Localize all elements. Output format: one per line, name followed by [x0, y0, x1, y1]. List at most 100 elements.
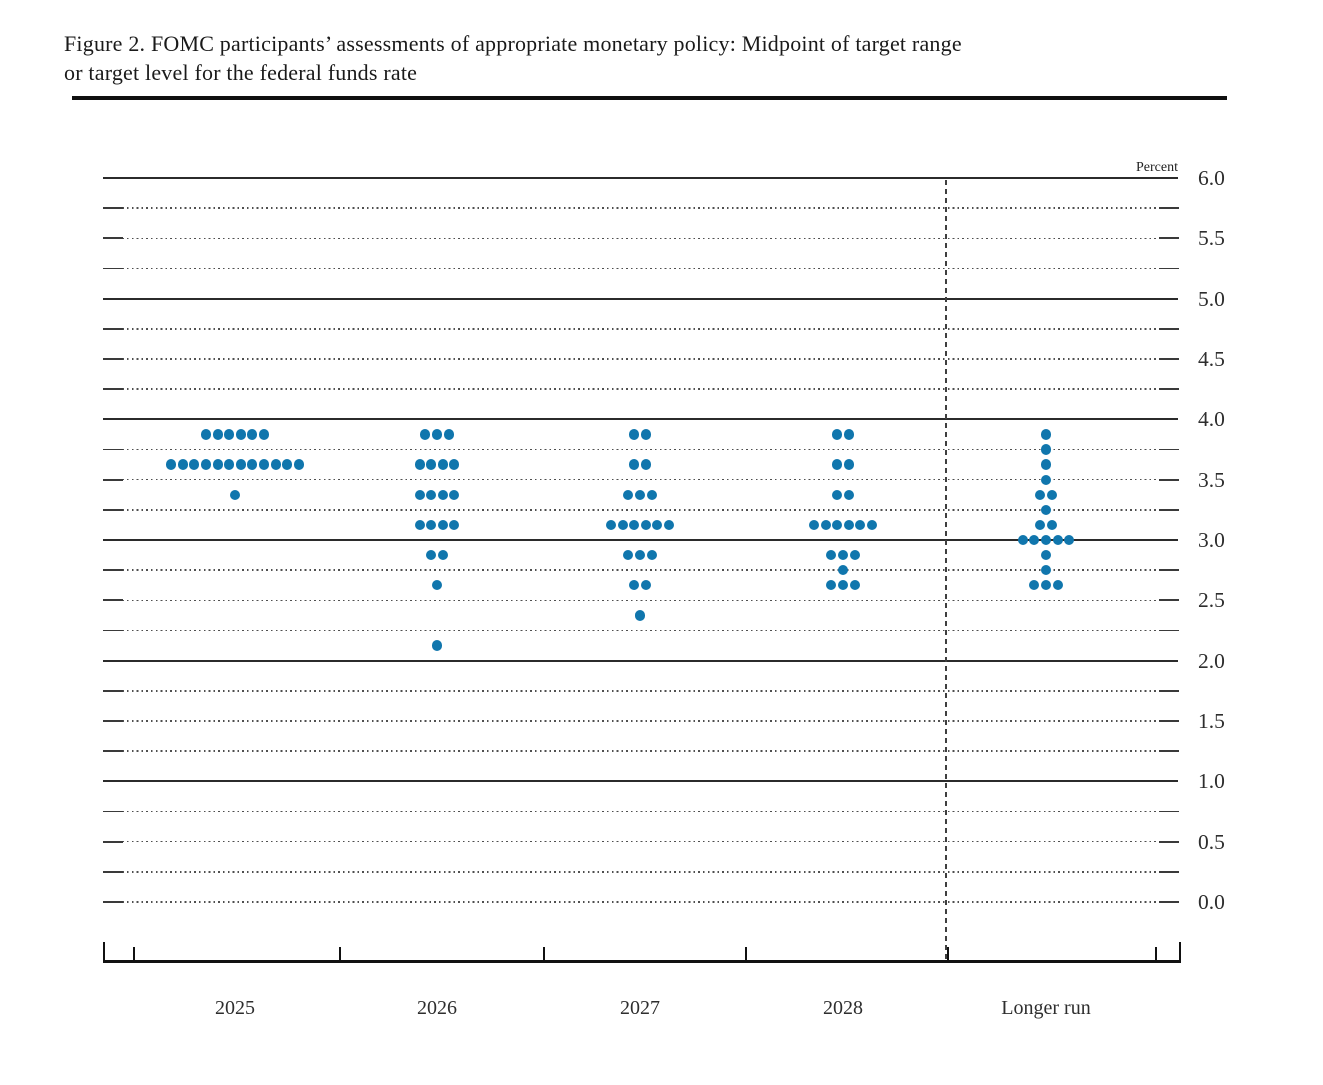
dot-2026-3.375-0 [414, 489, 425, 500]
x-axis-tick-2 [543, 947, 545, 960]
dot-2028-3.625-0 [832, 459, 843, 470]
percent-axis-label: Percent [1136, 160, 1178, 175]
x-axis-tick-3 [745, 947, 747, 960]
dot-2025-3.875-4 [247, 429, 258, 440]
dot-longer-run-2.625-1 [1040, 580, 1052, 591]
dot-2025-3.625-0 [166, 459, 177, 470]
gridline-left-dash-5.75 [103, 207, 123, 209]
gridline-dotted-5.25 [103, 267, 1178, 270]
dot-2026-2.875-1 [437, 549, 448, 561]
x-axis-label-longer-run: Longer run [1001, 997, 1091, 1019]
dot-2025-3.625-6 [235, 459, 246, 470]
dot-2028-3.125-2 [832, 519, 843, 530]
dot-2027-3.625-0 [629, 459, 640, 470]
dot-2028-2.625-2 [849, 580, 860, 591]
gridline-right-dash-0.5 [1159, 840, 1179, 843]
dot-longer-run-3.125-0 [1035, 519, 1046, 530]
gridline-dotted-3.25 [103, 509, 1178, 511]
dot-2025-3.625-2 [189, 459, 200, 470]
dot-2025-3.625-1 [177, 459, 188, 470]
dot-longer-run-3-0 [1017, 534, 1028, 546]
x-axis-tick-0 [133, 947, 135, 960]
gridline-left-dash-2.25 [103, 629, 123, 632]
figure-title-line2: or target level for the federal funds ra… [64, 59, 418, 85]
dot-2027-3.125-5 [663, 519, 675, 530]
dot-2028-3.875-0 [832, 429, 843, 440]
dot-2025-3.625-5 [224, 459, 235, 470]
dot-2026-3.125-0 [414, 519, 425, 530]
x-axis-tick-1 [339, 947, 341, 960]
gridline-left-dash-4.75 [103, 327, 123, 330]
dot-2027-2.875-2 [646, 549, 657, 561]
gridline-right-dash-2.75 [1159, 569, 1179, 571]
gridline-right-dash-5.5 [1159, 237, 1179, 240]
y-axis-label-6.0: 6.0 [1198, 166, 1225, 190]
dot-2027-2.625-0 [629, 580, 640, 591]
dot-2025-3.625-9 [270, 459, 281, 470]
dot-2027-3.625-1 [640, 459, 651, 470]
y-axis-label-2.5: 2.5 [1198, 588, 1225, 613]
dot-2028-3.125-4 [855, 519, 866, 530]
y-axis-label-4.5: 4.5 [1198, 347, 1225, 371]
dot-2026-3.375-1 [426, 489, 437, 500]
dot-longer-run-3.5-0 [1040, 474, 1052, 485]
dot-2026-3.375-2 [437, 489, 448, 500]
dot-longer-run-3.25-0 [1040, 504, 1052, 515]
gridline-right-dash-0 [1159, 901, 1179, 903]
dot-longer-run-3.75-0 [1040, 444, 1052, 455]
dot-2028-2.875-1 [837, 549, 849, 561]
dot-2025-3.875-0 [200, 429, 212, 440]
gridline-solid-4 [103, 418, 1178, 421]
gridline-solid-6 [103, 177, 1178, 179]
x-axis-end-tick-1 [1179, 942, 1181, 960]
longer-run-separator [945, 180, 947, 960]
gridline-right-dash-0.25 [1159, 870, 1179, 873]
dot-longer-run-3.875-0 [1040, 429, 1052, 440]
gridline-left-dash-5.25 [103, 267, 123, 270]
x-axis-line [103, 960, 1181, 963]
gridline-right-dash-4.75 [1159, 327, 1179, 330]
y-axis-label-5.5: 5.5 [1198, 226, 1225, 251]
dot-2027-3.375-1 [634, 489, 646, 500]
title-rule [72, 96, 1227, 100]
dot-2026-2.625-0 [431, 580, 443, 591]
dot-2028-3.625-1 [843, 459, 854, 470]
dot-2025-3.875-3 [235, 429, 246, 440]
y-axis-label-2.0: 2.0 [1198, 648, 1225, 673]
dot-2026-3.875-2 [443, 429, 454, 440]
x-axis-label-2025: 2025 [215, 997, 255, 1019]
dot-2026-3.875-0 [420, 429, 431, 440]
gridline-left-dash-5.5 [103, 237, 123, 240]
gridline-right-dash-3.5 [1159, 478, 1179, 481]
gridline-right-dash-3.75 [1159, 448, 1179, 451]
x-axis-tick-5 [1155, 947, 1157, 960]
dot-2026-3.875-1 [431, 429, 443, 440]
y-axis-label-3.0: 3.0 [1198, 528, 1225, 552]
gridline-dotted-3.5 [103, 478, 1178, 481]
dot-2028-2.625-1 [837, 580, 849, 591]
dot-2025-3.875-2 [224, 429, 235, 440]
dot-longer-run-2.625-0 [1029, 580, 1040, 591]
gridline-right-dash-5.25 [1159, 267, 1179, 270]
dot-longer-run-3-1 [1029, 534, 1040, 546]
dot-2026-2.875-0 [426, 549, 437, 561]
dot-2028-3.375-1 [843, 489, 854, 500]
dot-2025-3.625-11 [293, 459, 304, 470]
y-axis-label-3.5: 3.5 [1198, 467, 1225, 492]
dot-2026-3.125-3 [449, 519, 460, 530]
dot-2028-3.125-5 [866, 519, 878, 530]
gridline-right-dash-1.5 [1159, 720, 1179, 722]
dot-2027-3.375-2 [646, 489, 657, 500]
dot-2028-3.125-0 [808, 519, 820, 530]
dot-2027-3.125-2 [629, 519, 640, 530]
gridline-dotted-0.25 [103, 871, 1178, 873]
dot-2026-3.375-3 [449, 489, 460, 500]
dot-2027-3.125-4 [652, 519, 663, 530]
gridline-right-dash-3.25 [1159, 508, 1179, 511]
dot-2026-3.625-3 [449, 459, 460, 470]
gridline-right-dash-0.75 [1159, 810, 1179, 813]
gridline-dotted-3.75 [103, 448, 1178, 451]
dot-2026-3.625-2 [437, 459, 448, 470]
gridline-left-dash-4.25 [103, 388, 123, 390]
